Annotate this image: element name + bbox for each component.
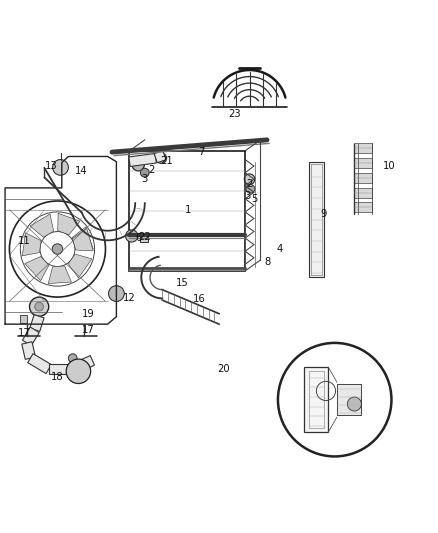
Polygon shape: [129, 154, 156, 166]
Circle shape: [126, 230, 138, 242]
Polygon shape: [71, 356, 95, 374]
Polygon shape: [49, 364, 73, 374]
Circle shape: [156, 153, 166, 164]
Polygon shape: [68, 254, 92, 278]
Bar: [20, 316, 27, 323]
Text: 15: 15: [176, 278, 188, 288]
Text: 20: 20: [217, 364, 230, 374]
Text: 21: 21: [160, 156, 173, 166]
Text: 23: 23: [228, 109, 240, 119]
Bar: [140, 236, 148, 243]
Polygon shape: [58, 213, 80, 235]
Bar: [354, 173, 372, 183]
Circle shape: [109, 286, 124, 302]
Circle shape: [141, 168, 149, 177]
Text: 19: 19: [81, 309, 95, 319]
Text: 12: 12: [123, 293, 136, 303]
Text: 4: 4: [277, 244, 283, 254]
Bar: [354, 188, 372, 198]
Text: 16: 16: [193, 294, 206, 304]
Polygon shape: [30, 214, 53, 237]
Text: 11: 11: [18, 236, 31, 246]
Bar: [354, 158, 372, 168]
Text: 9: 9: [321, 209, 327, 219]
Circle shape: [29, 297, 49, 316]
Circle shape: [347, 397, 361, 411]
Bar: [354, 203, 372, 212]
Text: 13: 13: [45, 161, 57, 171]
Bar: [311, 164, 321, 275]
Polygon shape: [72, 227, 93, 249]
Circle shape: [132, 159, 145, 171]
Circle shape: [66, 359, 91, 384]
Text: 6: 6: [135, 233, 141, 243]
Text: 22: 22: [138, 232, 151, 242]
Polygon shape: [25, 256, 49, 281]
Circle shape: [52, 244, 63, 254]
Text: 3: 3: [244, 191, 251, 201]
Polygon shape: [72, 229, 93, 251]
Bar: [354, 143, 372, 153]
Polygon shape: [30, 314, 44, 332]
Text: 10: 10: [383, 161, 396, 171]
Circle shape: [244, 174, 255, 184]
Polygon shape: [48, 266, 71, 284]
Text: 3: 3: [141, 174, 148, 184]
Text: 1: 1: [185, 205, 191, 215]
Circle shape: [53, 159, 68, 175]
Text: 8: 8: [264, 257, 270, 267]
Circle shape: [35, 302, 43, 311]
Text: 14: 14: [75, 166, 88, 176]
Text: 2: 2: [247, 179, 253, 189]
Text: 17: 17: [81, 325, 95, 335]
Text: 18: 18: [51, 372, 64, 382]
Circle shape: [246, 184, 255, 193]
Polygon shape: [22, 342, 35, 359]
Bar: [308, 372, 324, 428]
Bar: [337, 384, 361, 415]
Bar: [304, 367, 328, 432]
Text: 17: 17: [18, 328, 31, 338]
Polygon shape: [154, 151, 166, 163]
Text: 2: 2: [148, 165, 155, 175]
Text: 5: 5: [251, 194, 257, 204]
Text: 7: 7: [198, 147, 205, 157]
Bar: [308, 161, 324, 277]
Polygon shape: [22, 233, 41, 256]
Polygon shape: [22, 327, 39, 345]
Polygon shape: [28, 354, 51, 374]
Bar: [130, 151, 245, 271]
Circle shape: [68, 354, 77, 362]
